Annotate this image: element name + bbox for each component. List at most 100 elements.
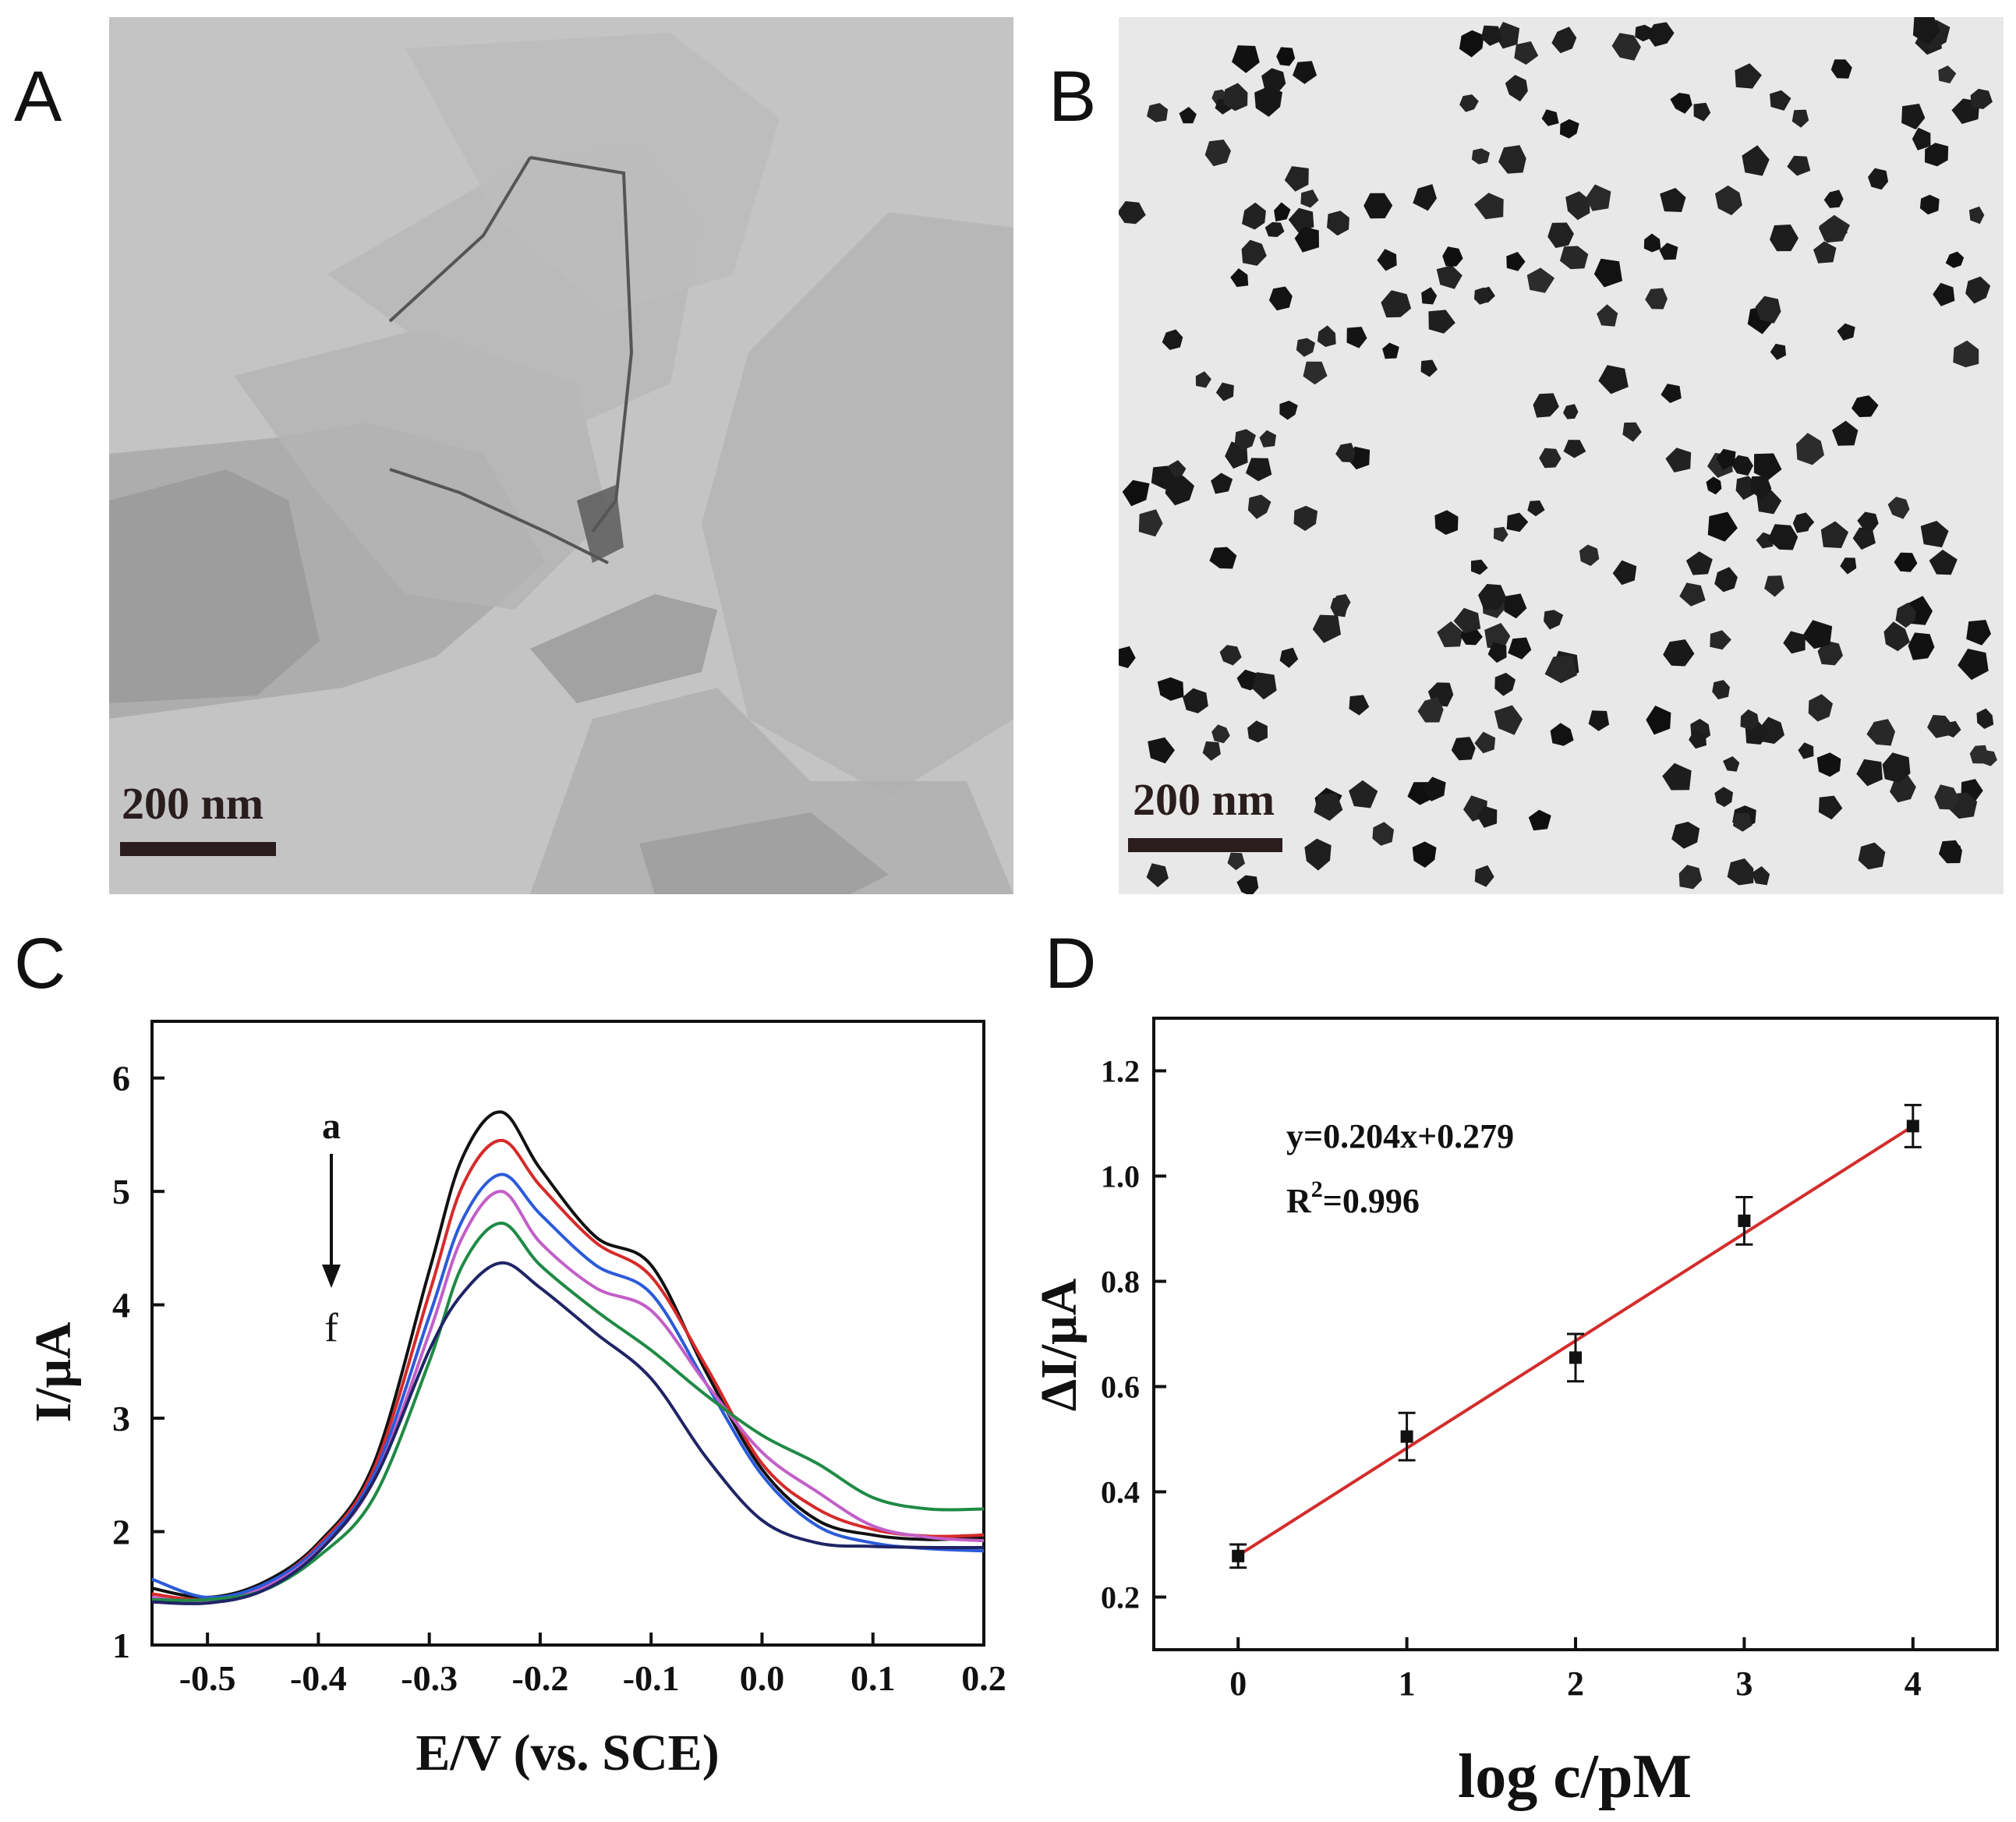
nanoparticle [1817,640,1843,666]
nanoparticle [1968,206,1985,225]
curve-b [151,1138,985,1602]
y-tick-label-d: 1.2 [1101,1054,1140,1089]
nanoparticle [1506,512,1529,532]
nanoparticle [1939,840,1962,864]
trend-arrow-head [322,1265,341,1288]
data-point [1569,1351,1582,1364]
nanoparticle [1346,327,1367,348]
curve-a [151,1110,985,1599]
nanoparticle [1670,93,1692,114]
nanoparticle [1544,610,1564,630]
nanoparticle [1661,384,1682,403]
nanoparticle [1710,630,1731,650]
nanoparticle [1740,709,1760,731]
nanoparticle [1796,433,1824,465]
nanoparticle [1866,719,1895,746]
nanoparticle [1660,188,1686,212]
nanoparticle [1317,325,1336,347]
nanoparticle [1487,642,1507,663]
nanoparticle [1494,672,1516,696]
nanoparticle [1245,458,1272,482]
nanoparticle [1382,342,1399,359]
nanoparticle [1934,784,1959,810]
curve-c [151,1173,985,1600]
nanoparticle [1852,527,1876,550]
nanoparticle [1434,510,1459,535]
y-tick-label-d: 1.0 [1101,1159,1140,1194]
nanoparticle [1685,551,1713,575]
nanoparticle [1756,532,1774,549]
nanoparticle [1335,443,1356,462]
curve-e [151,1221,985,1602]
r-squared-prefix: R [1286,1182,1312,1220]
scale-bar-label-b: 200 nm [1133,774,1275,825]
nanoparticle [1945,251,1965,268]
nanoparticle [1211,472,1233,494]
nanoparticle [1506,252,1526,271]
nanoparticle [1665,448,1692,472]
nanoparticle [1349,695,1370,716]
nanoparticles-illustration [1119,17,2004,894]
nanoparticle [1268,286,1293,311]
nanoparticle [1858,842,1886,870]
nanoparticle [1611,33,1641,61]
nanoparticle [1264,221,1285,237]
nanoparticle [1938,65,1957,83]
nanoparticle [1215,382,1234,402]
x-tick-label-c: 0.0 [740,1658,785,1698]
nanoparticle [1279,400,1298,420]
nanoparticle [1274,202,1291,222]
nanoparticle [1735,63,1762,89]
nanoparticle [1227,852,1245,871]
nanoparticle [1211,724,1230,744]
nanoparticle [1495,22,1520,49]
tem-image-nanoparticles: 200 nm [1119,17,2004,894]
nanoparticle [1820,521,1849,548]
nanoparticle [1707,511,1738,542]
scale-bar-a [120,842,276,856]
nanoparticle [1770,225,1798,252]
nanoparticle [1894,552,1918,572]
nanoparticle [1912,127,1931,150]
nanoparticle [1715,185,1742,216]
nanoparticle [1965,276,1991,304]
nanoparticle [1234,429,1256,451]
nanoparticle [1412,841,1437,868]
nanoparticle [1473,287,1491,305]
y-tick-label-c: 3 [112,1399,130,1438]
nanoparticle [1428,310,1455,334]
nanoparticle [1882,752,1911,783]
nanoparticle [1288,207,1314,233]
nanoparticle [1550,723,1574,746]
nanoparticle [1478,584,1507,610]
nanoparticle [1813,241,1837,264]
nanoparticle [1312,614,1341,643]
nanoparticle [1202,741,1221,761]
nanoparticle [1802,620,1833,649]
curve-f [151,1261,985,1606]
nanoparticle [1970,88,1993,109]
annotation-f: f [324,1306,338,1350]
nanoparticle [1646,706,1671,735]
nanoparticle [1742,145,1770,176]
nanoparticle [1330,598,1348,617]
nanoparticle [1162,329,1183,350]
nanoparticle [1966,620,1991,646]
nanoparticle [1252,672,1277,700]
nanoparticle [1953,340,1979,368]
nanoparticle [1579,544,1600,566]
y-axis-label-c: I/μA [25,1321,82,1422]
nanoparticle [1453,607,1481,634]
nanoparticle [1484,623,1511,649]
nanoparticle [1925,143,1949,167]
nanoparticle [1209,547,1237,569]
nanoparticle [1230,268,1249,288]
nanoparticle [1232,45,1260,73]
nanoparticle [1731,455,1753,476]
x-tick-label-d: 4 [1905,1665,1922,1703]
nanoparticle [1868,168,1889,190]
nanoparticle [1474,193,1504,220]
nanoparticle [1832,420,1859,446]
nanoparticle [1544,656,1577,684]
nanoparticle [1436,265,1462,289]
